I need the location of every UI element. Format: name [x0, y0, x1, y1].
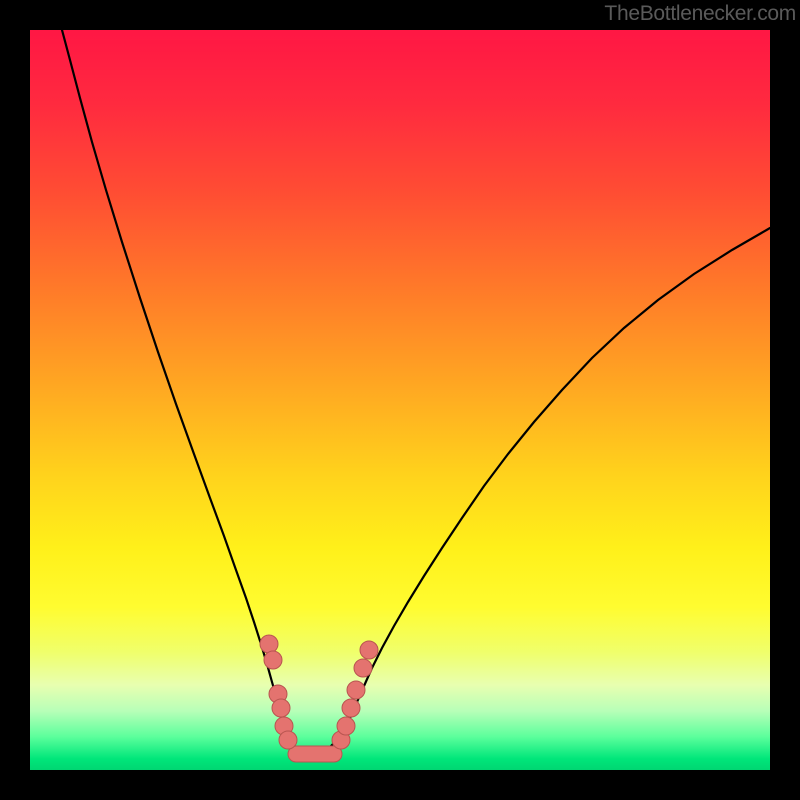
plot-area — [30, 30, 770, 770]
marker-left-5 — [279, 731, 297, 749]
chart-svg — [0, 0, 800, 800]
marker-right-5 — [360, 641, 378, 659]
chart-frame — [0, 0, 800, 800]
marker-left-0 — [260, 635, 278, 653]
watermark-text: TheBottlenecker.com — [604, 2, 796, 26]
marker-right-3 — [347, 681, 365, 699]
marker-right-1 — [337, 717, 355, 735]
marker-right-4 — [354, 659, 372, 677]
marker-left-1 — [264, 651, 282, 669]
marker-left-3 — [272, 699, 290, 717]
marker-right-2 — [342, 699, 360, 717]
marker-bottom-bar — [288, 746, 342, 762]
